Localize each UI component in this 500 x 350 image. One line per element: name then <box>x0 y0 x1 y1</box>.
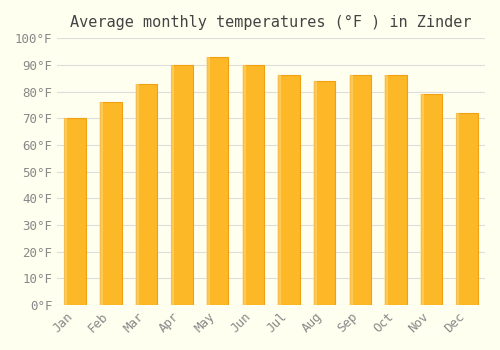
Bar <box>385 76 406 305</box>
Bar <box>242 65 246 305</box>
Bar <box>135 84 139 305</box>
Bar <box>456 113 478 305</box>
Bar <box>206 57 210 305</box>
Bar <box>100 102 122 305</box>
Title: Average monthly temperatures (°F ) in Zinder: Average monthly temperatures (°F ) in Zi… <box>70 15 472 30</box>
Bar <box>348 76 352 305</box>
Bar <box>350 76 371 305</box>
Bar <box>314 81 336 305</box>
Bar <box>172 65 193 305</box>
Bar <box>100 102 103 305</box>
Bar <box>136 84 157 305</box>
Bar <box>64 118 68 305</box>
Bar <box>421 94 442 305</box>
Bar <box>242 65 264 305</box>
Bar <box>420 94 424 305</box>
Bar <box>64 118 86 305</box>
Bar <box>278 76 299 305</box>
Bar <box>207 57 229 305</box>
Bar <box>456 113 460 305</box>
Bar <box>170 65 174 305</box>
Bar <box>384 76 388 305</box>
Bar <box>278 76 281 305</box>
Bar <box>313 81 317 305</box>
